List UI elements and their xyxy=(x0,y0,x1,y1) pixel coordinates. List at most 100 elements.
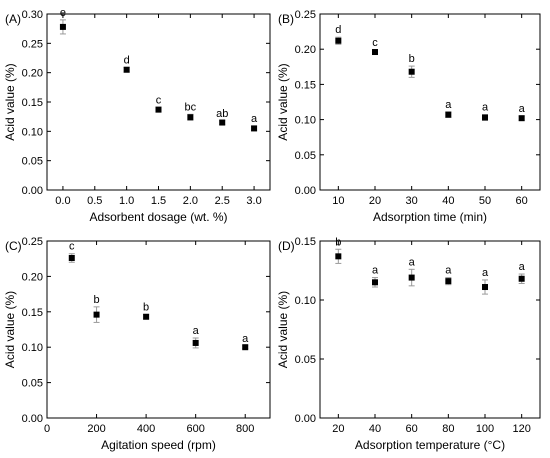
significance-letter-c: b xyxy=(143,302,149,314)
chart-panel-a: (A) 0.0 0.5 1.0 1.5 2.0 2.5 3.0 0.00 0.05 0.10 0.15… xyxy=(3,7,271,224)
significance-letter-a: c xyxy=(156,94,162,106)
data-point-b xyxy=(482,114,488,121)
data-point-c xyxy=(192,339,199,346)
y-tick-label-d: 0.15 xyxy=(295,236,316,248)
y-tick-label-b: 0.20 xyxy=(295,44,316,56)
x-axis-label-a: Adsorbent dosage (wt. %) xyxy=(89,210,227,224)
data-point-b xyxy=(518,115,525,122)
x-tick-label-a: 2.0 xyxy=(183,195,198,207)
chart-panel-c: (C) 0 200 400 600 800 0.00 0.05 0.10 0.15 0.20 0.25… xyxy=(3,236,271,452)
data-point-a xyxy=(251,125,258,132)
y-axis-label-d: Acid value (%) xyxy=(276,291,290,368)
y-tick-label-d: 0.00 xyxy=(295,413,316,425)
significance-letter-c: b xyxy=(93,294,99,306)
data-point-a xyxy=(187,114,194,121)
y-tick-label-c: 0.20 xyxy=(22,271,43,283)
significance-letter-c: a xyxy=(242,333,249,345)
y-tick-label-b: 0.05 xyxy=(295,150,316,162)
y-tick-label-c: 0.15 xyxy=(22,307,43,319)
x-tick-label-a: 0.5 xyxy=(87,195,102,207)
x-tick-label-a: 2.5 xyxy=(215,195,230,207)
significance-letter-d: a xyxy=(482,267,489,279)
data-point-c xyxy=(93,311,100,318)
y-tick-label-c: 0.05 xyxy=(22,378,43,390)
data-point-a xyxy=(123,66,130,73)
data-point-c xyxy=(242,344,249,351)
x-tick-label-a: 3.0 xyxy=(246,195,261,207)
significance-letter-c: c xyxy=(69,241,75,253)
x-tick-label-d: 80 xyxy=(442,423,454,435)
y-tick-label-a: 0.10 xyxy=(22,126,43,138)
x-tick-label-c: 0 xyxy=(44,423,50,435)
x-tick-label-b: 50 xyxy=(479,195,491,207)
plot-frame-d xyxy=(319,240,541,419)
x-tick-label-b: 30 xyxy=(406,195,418,207)
panel-label-b: (B) xyxy=(278,12,294,26)
data-point-c xyxy=(68,254,75,261)
x-tick-label-d: 120 xyxy=(512,423,530,435)
x-tick-label-c: 200 xyxy=(87,423,105,435)
x-tick-label-b: 10 xyxy=(332,195,344,207)
x-tick-label-d: 20 xyxy=(332,423,344,435)
data-point-b xyxy=(408,68,415,75)
significance-letter-a: e xyxy=(60,7,66,19)
y-tick-label-b: 0.10 xyxy=(295,115,316,127)
significance-letter-d: a xyxy=(519,261,526,273)
significance-letter-b: a xyxy=(445,99,452,111)
significance-letter-a: bc xyxy=(185,101,197,113)
significance-letter-b: b xyxy=(409,53,415,65)
panel-label-a: (A) xyxy=(5,12,21,26)
x-tick-label-a: 0.0 xyxy=(55,195,70,207)
chart-panel-b: (B) 10 20 30 40 50 60 0.00 0.05 0.10 0.15 0.20 0.25 A… xyxy=(276,9,541,224)
significance-letter-d: a xyxy=(409,256,416,268)
data-point-a xyxy=(155,106,162,113)
data-point-d xyxy=(335,253,342,260)
x-tick-label-b: 60 xyxy=(516,195,528,207)
plot-frame-b xyxy=(319,13,541,191)
significance-letter-b: a xyxy=(519,103,526,115)
x-tick-label-c: 400 xyxy=(137,423,155,435)
y-tick-label-a: 0.25 xyxy=(22,38,43,50)
significance-letter-a: a xyxy=(251,113,258,125)
x-tick-label-c: 600 xyxy=(186,423,204,435)
x-tick-label-a: 1.5 xyxy=(151,195,166,207)
x-tick-label-b: 20 xyxy=(369,195,381,207)
significance-letter-d: b xyxy=(335,236,341,248)
y-tick-label-b: 0.25 xyxy=(295,9,316,21)
y-tick-label-a: 0.05 xyxy=(22,156,43,168)
x-tick-label-c: 800 xyxy=(236,423,254,435)
data-point-b xyxy=(445,111,452,118)
data-point-c xyxy=(143,313,150,320)
significance-letter-d: a xyxy=(445,265,452,277)
significance-letter-b: c xyxy=(372,37,378,49)
x-tick-label-b: 40 xyxy=(442,195,454,207)
y-tick-label-d: 0.05 xyxy=(295,354,316,366)
data-point-b xyxy=(335,37,342,44)
data-point-d xyxy=(445,278,452,285)
significance-letter-b: d xyxy=(335,24,341,36)
x-tick-label-d: 100 xyxy=(476,423,494,435)
y-axis-label-a: Acid value (%) xyxy=(3,63,17,140)
data-point-d xyxy=(518,275,525,282)
y-tick-label-c: 0.25 xyxy=(22,236,43,248)
panel-label-d: (D) xyxy=(278,239,295,253)
significance-letter-a: d xyxy=(124,54,130,66)
y-axis-label-b: Acid value (%) xyxy=(276,63,290,140)
chart-panel-d: (D) 20 40 60 80 100 120 0.00 0.05 0.10 0.15 Adsorpt… xyxy=(276,236,541,452)
y-tick-label-b: 0.15 xyxy=(295,79,316,91)
data-point-a xyxy=(59,23,66,30)
data-point-d xyxy=(482,284,488,291)
x-axis-label-b: Adsorption time (min) xyxy=(373,210,487,224)
x-axis-label-c: Agitation speed (rpm) xyxy=(101,438,216,452)
y-tick-label-b: 0.00 xyxy=(295,185,316,197)
data-point-a xyxy=(219,119,226,126)
significance-letter-c: a xyxy=(193,325,200,337)
y-axis-label-c: Acid value (%) xyxy=(3,291,17,368)
y-tick-label-a: 0.00 xyxy=(22,185,43,197)
significance-letter-b: a xyxy=(482,102,489,114)
y-tick-label-a: 0.20 xyxy=(22,68,43,80)
plot-frame-c xyxy=(46,240,271,419)
y-tick-label-a: 0.30 xyxy=(22,9,43,21)
data-point-d xyxy=(372,279,378,286)
y-tick-label-c: 0.10 xyxy=(22,342,43,354)
